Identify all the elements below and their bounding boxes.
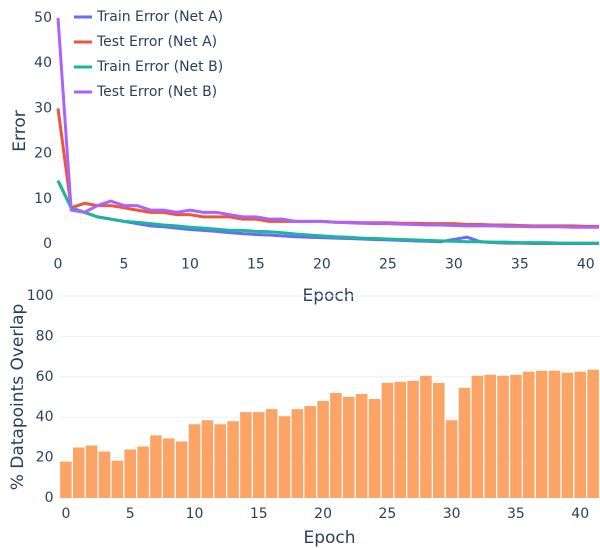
bar: [85, 445, 98, 498]
x-tick-label: 15: [250, 506, 268, 522]
y-tick-label: 60: [36, 369, 54, 385]
y-tick-label: 0: [43, 236, 52, 252]
bar: [561, 372, 574, 498]
x-tick-label: 20: [314, 506, 332, 522]
line: [56, 108, 599, 228]
bar: [150, 435, 162, 498]
bar: [394, 381, 406, 498]
bar: [304, 406, 316, 498]
bar: [188, 424, 201, 498]
line: [56, 17, 599, 229]
y-tick-label: 40: [36, 409, 54, 425]
x-tick-label: 25: [378, 506, 396, 522]
bar: [124, 449, 136, 498]
bar: [407, 380, 419, 498]
bar: [458, 387, 471, 498]
line: [56, 180, 599, 245]
bar: [60, 461, 72, 498]
x-tick-label: 35: [507, 506, 525, 522]
bar: [445, 420, 458, 498]
bar: [548, 370, 561, 498]
y-tick-label: 10: [34, 191, 52, 207]
bar: [240, 412, 252, 498]
bar: [535, 370, 548, 498]
bar: [137, 446, 149, 498]
bar: [574, 371, 586, 498]
bar: [381, 382, 394, 498]
x-tick-label: 35: [511, 257, 529, 273]
x-tick-label: 30: [443, 506, 461, 522]
bar: [163, 438, 175, 498]
bar: [253, 412, 265, 498]
bar: [330, 392, 342, 498]
bar: [291, 409, 304, 498]
bar: [420, 375, 432, 498]
bar: [278, 416, 291, 498]
bar: [523, 371, 535, 498]
y-axis-title: % Datapoints Overlap: [8, 304, 28, 491]
bar: [111, 460, 124, 498]
y-tick-label: 0: [45, 490, 54, 506]
bar: [433, 382, 445, 498]
y-tick-label: 50: [34, 10, 52, 26]
y-tick-label: 20: [36, 450, 54, 466]
bar: [201, 420, 214, 498]
x-tick-label: 40: [577, 257, 595, 273]
x-tick-label: 5: [126, 506, 135, 522]
bar: [510, 374, 522, 498]
x-tick-label: 40: [571, 506, 589, 522]
y-tick-label: 80: [36, 328, 54, 344]
y-tick-label: 30: [34, 100, 52, 116]
x-tick-label: 5: [120, 257, 129, 273]
x-tick-label: 10: [186, 506, 204, 522]
bar: [355, 393, 368, 498]
bar: [214, 424, 226, 498]
legend-label: Train Error (Net B): [96, 59, 223, 75]
x-axis-title: Epoch: [303, 528, 355, 548]
legend-label: Test Error (Net B): [96, 84, 217, 100]
bar: [227, 421, 239, 498]
x-tick-label: 10: [181, 257, 199, 273]
y-axis-title: Error: [10, 110, 30, 151]
y-tick-label: 100: [27, 288, 54, 304]
bar: [265, 409, 278, 498]
x-tick-label: 25: [379, 257, 397, 273]
bar: [98, 451, 111, 498]
bar: [587, 369, 599, 498]
x-tick-label: 20: [313, 257, 331, 273]
line: [56, 180, 599, 246]
bar: [73, 447, 85, 498]
bar: [497, 375, 509, 498]
bar: [368, 399, 381, 498]
x-tick-label: 15: [247, 257, 265, 273]
bar: [471, 375, 484, 498]
y-tick-label: 20: [34, 146, 52, 162]
x-tick-label: 0: [61, 506, 70, 522]
bar: [317, 401, 329, 498]
x-tick-label: 30: [445, 257, 463, 273]
bar: [343, 397, 355, 498]
legend-label: Train Error (Net A): [96, 9, 223, 25]
x-tick-label: 0: [54, 257, 63, 273]
bar: [175, 441, 188, 498]
legend-label: Test Error (Net A): [96, 34, 217, 50]
bar: [484, 374, 496, 498]
y-tick-label: 40: [34, 55, 52, 71]
